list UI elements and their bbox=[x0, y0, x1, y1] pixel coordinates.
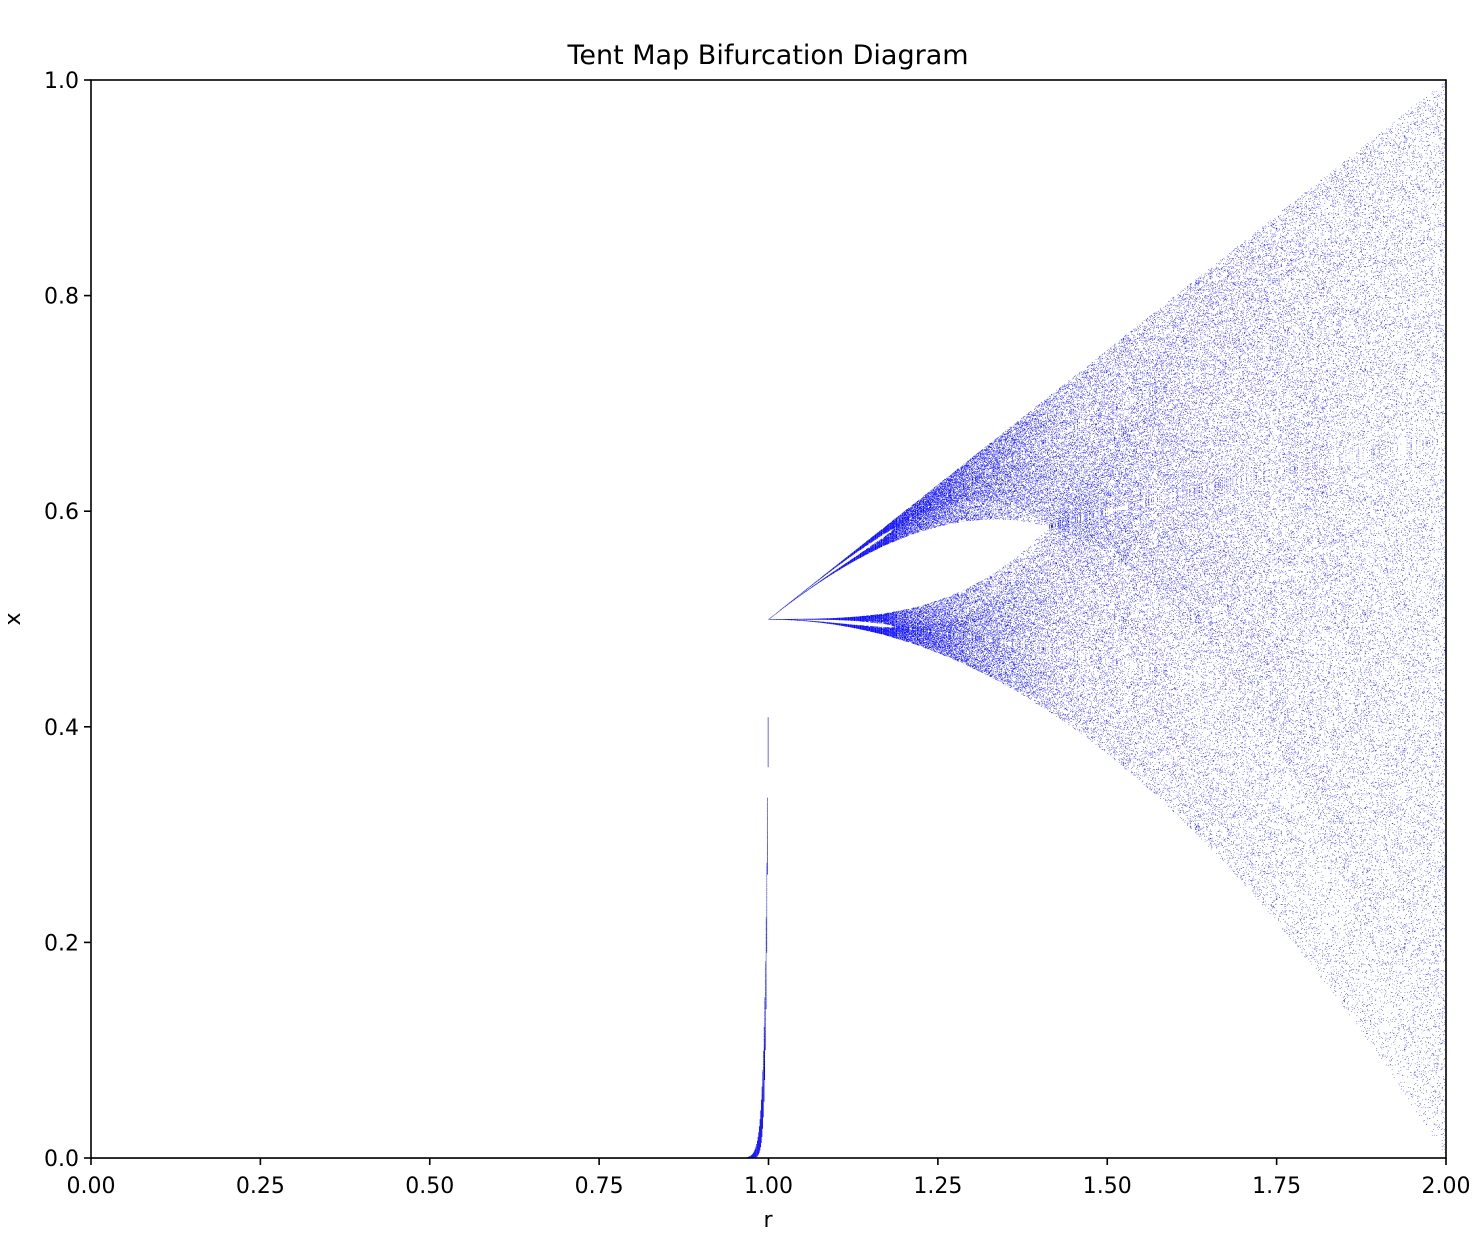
x-tick-label: 1.50 bbox=[1083, 1174, 1132, 1199]
bifurcation-points bbox=[91, 81, 1447, 1159]
y-tick-label: 0.6 bbox=[44, 500, 79, 525]
x-tick-label: 0.75 bbox=[575, 1174, 624, 1199]
x-tick-label: 1.00 bbox=[744, 1174, 793, 1199]
y-axis-ticks: 0.0 0.2 0.4 0.6 0.8 1.0 bbox=[44, 69, 91, 1172]
x-tick-label: 0.25 bbox=[236, 1174, 285, 1199]
y-axis-label: x bbox=[1, 612, 26, 625]
x-tick-label: 2.00 bbox=[1422, 1174, 1471, 1199]
x-axis-label: r bbox=[763, 1208, 773, 1233]
plot-background bbox=[91, 80, 1446, 1158]
plot-area bbox=[90, 79, 1447, 1159]
x-tick-label: 1.75 bbox=[1252, 1174, 1301, 1199]
data-points-layer bbox=[91, 81, 1447, 1159]
y-tick-label: 0.4 bbox=[44, 716, 79, 741]
y-tick-label: 0.2 bbox=[44, 931, 79, 956]
x-tick-label: 1.25 bbox=[913, 1174, 962, 1199]
y-tick-label: 0.0 bbox=[44, 1147, 79, 1172]
x-tick-label: 0.50 bbox=[405, 1174, 454, 1199]
y-tick-label: 0.8 bbox=[44, 285, 79, 310]
x-tick-label: 0.00 bbox=[67, 1174, 116, 1199]
x-axis-ticks: 0.00 0.25 0.50 0.75 1.00 1.25 1.50 1.75 2.00 bbox=[67, 1158, 1471, 1199]
chart-title: Tent Map Bifurcation Diagram bbox=[566, 40, 968, 71]
y-tick-label: 1.0 bbox=[44, 69, 79, 94]
series-0-points bbox=[91, 81, 1447, 1159]
